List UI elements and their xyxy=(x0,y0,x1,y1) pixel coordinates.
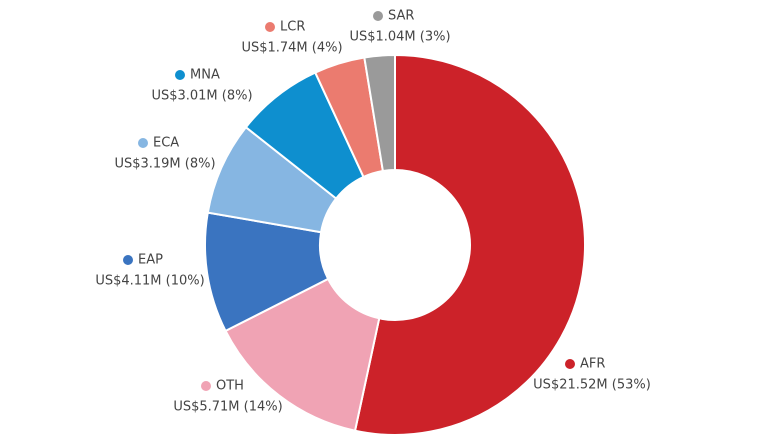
slice-value-label: US$3.19M (8%) xyxy=(114,157,215,172)
slice-value-label: US$4.11M (10%) xyxy=(95,274,204,289)
slice xyxy=(363,53,396,173)
slice-value-label: US$21.52M (53%) xyxy=(533,378,651,393)
slice-name: OTH xyxy=(216,379,244,394)
slice-name: AFR xyxy=(580,357,605,372)
legend-dot xyxy=(138,138,148,148)
slice-name: ECA xyxy=(153,136,179,151)
legend-dot xyxy=(123,255,133,265)
legend-dot xyxy=(201,381,211,391)
slice-name: LCR xyxy=(280,20,305,35)
slice-value-label: US$1.74M (4%) xyxy=(241,41,342,56)
slice-value-label: US$5.71M (14%) xyxy=(173,400,282,415)
slice xyxy=(224,277,381,432)
slice-name: EAP xyxy=(138,253,163,268)
legend-dot xyxy=(175,70,185,80)
slice-value-label: US$3.01M (8%) xyxy=(151,89,252,104)
slice-value-label: US$1.04M (3%) xyxy=(349,30,450,45)
slice-name: SAR xyxy=(388,9,414,24)
legend-dot xyxy=(565,359,575,369)
slice-name: MNA xyxy=(190,68,220,83)
legend-dot xyxy=(265,22,275,32)
legend-dot xyxy=(373,11,383,21)
slice xyxy=(353,53,586,436)
